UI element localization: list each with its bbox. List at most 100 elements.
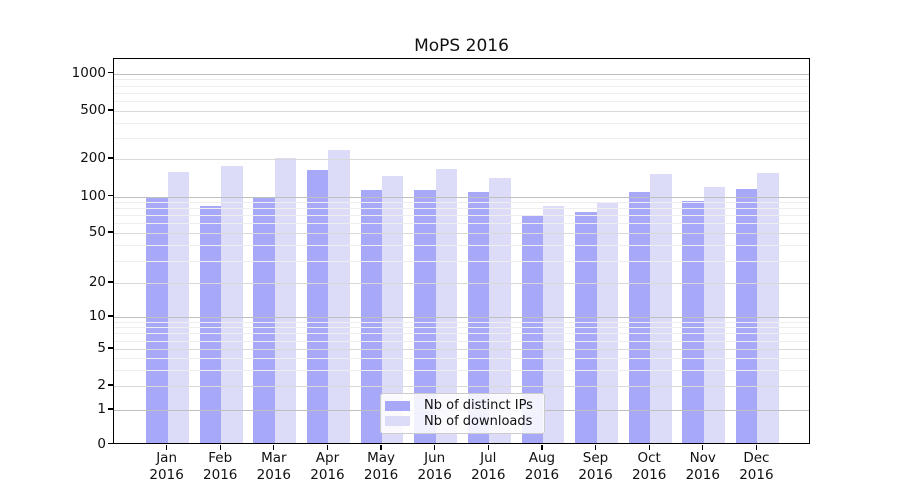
bar-distinct-ips-apr (307, 169, 329, 443)
x-tick-mark (326, 444, 329, 450)
y-tick-mark (108, 194, 113, 197)
minor-gridline (114, 208, 809, 210)
y-tick-mark (108, 231, 113, 233)
x-tick-mark (648, 444, 650, 450)
y-tick-mark (108, 384, 113, 386)
gridline-2 (114, 386, 809, 387)
y-tick-mark (108, 442, 113, 445)
x-tick-mark (434, 444, 436, 450)
x-axis-tick-label: Mar 2016 (256, 450, 292, 483)
minor-gridline (114, 101, 809, 103)
y-axis-tick-label: 100 (80, 187, 106, 204)
gridline-50 (114, 233, 809, 234)
minor-gridline (114, 223, 809, 225)
x-tick-mark (594, 444, 597, 450)
bar-downloads-aug (542, 206, 565, 443)
x-axis-tick-label: Nov 2016 (685, 450, 720, 483)
x-axis-tick-label: Apr 2016 (310, 450, 345, 483)
bar-downloads-jan (167, 172, 189, 443)
bar-downloads-feb (221, 166, 243, 443)
y-axis-tick-label: 1 (97, 401, 106, 417)
minor-gridline (114, 92, 809, 94)
x-axis-tick-label: Sep 2016 (578, 450, 613, 483)
bar-downloads-oct (650, 174, 672, 443)
x-axis-tick-label: Aug 2016 (524, 450, 560, 483)
minor-gridline (114, 321, 809, 323)
bar-distinct-ips-dec (735, 188, 758, 443)
legend-swatch-distinct-ips (385, 400, 410, 411)
bar-distinct-ips-jun (414, 189, 436, 443)
y-tick-mark (108, 109, 113, 111)
gridline-500 (114, 111, 809, 112)
x-tick-mark (166, 444, 168, 450)
bar-distinct-ips-may (360, 190, 383, 443)
x-tick-mark (380, 444, 382, 450)
y-axis-tick-label: 500 (80, 102, 106, 118)
legend-swatch-downloads (385, 416, 410, 427)
bar-distinct-ips-mar (253, 198, 275, 443)
legend-item-distinct-ips: Nb of distinct IPs (385, 398, 537, 413)
minor-gridline (114, 333, 809, 335)
x-axis-tick-label: May 2016 (363, 450, 399, 483)
bar-downloads-nov (703, 186, 726, 443)
bar-distinct-ips-feb (199, 206, 222, 443)
y-axis-tick-label: 5 (97, 340, 106, 356)
legend-label-distinct-ips: Nb of distinct IPs (424, 398, 533, 414)
gridline-5 (114, 349, 809, 350)
y-axis-tick-label: 2 (97, 377, 106, 393)
y-tick-mark (108, 315, 113, 317)
x-tick-mark (219, 444, 221, 450)
minor-gridline (114, 79, 809, 81)
gridline-10 (114, 317, 809, 318)
y-tick-mark (108, 157, 113, 159)
x-axis-tick-label: Jul 2016 (471, 450, 506, 483)
x-tick-mark (702, 444, 704, 450)
y-axis-tick-label: 0 (97, 435, 106, 452)
minor-gridline (114, 202, 809, 204)
bar-distinct-ips-aug (521, 214, 543, 443)
gridline-200 (114, 159, 809, 160)
y-tick-mark (108, 347, 113, 349)
minor-gridline (114, 215, 809, 217)
x-axis-tick-label: Jun 2016 (417, 450, 452, 483)
x-tick-mark (755, 444, 757, 450)
minor-gridline (114, 245, 809, 247)
y-tick-mark (108, 71, 113, 74)
minor-gridline (114, 358, 809, 359)
bar-distinct-ips-jan (146, 196, 168, 443)
bar-downloads-jul (489, 177, 511, 443)
bar-downloads-dec (757, 173, 779, 443)
bar-downloads-may (382, 176, 404, 443)
y-axis-tick-label: 200 (80, 150, 106, 166)
gridline-20 (114, 283, 809, 284)
y-axis-tick-label: 1000 (71, 64, 106, 81)
x-axis-tick-label: Feb 2016 (203, 450, 238, 483)
minor-gridline (114, 369, 809, 371)
x-axis-tick-label: Oct 2016 (631, 450, 667, 483)
minor-gridline (114, 340, 809, 342)
bar-downloads-jun (435, 169, 458, 443)
gridline-100 (114, 196, 809, 198)
minor-gridline (114, 327, 809, 329)
x-tick-mark (541, 444, 543, 450)
y-axis-tick-label: 20 (88, 274, 106, 290)
chart-title: MoPS 2016 (414, 36, 509, 56)
minor-gridline (114, 122, 809, 124)
grid-layer (114, 59, 809, 443)
minor-gridline (114, 137, 809, 139)
x-tick-mark (273, 444, 275, 450)
x-axis-tick-label: Jan 2016 (149, 450, 184, 483)
y-tick-mark (108, 281, 113, 283)
bar-downloads-sep (596, 202, 618, 443)
plot-area (113, 58, 810, 444)
minor-gridline (114, 85, 809, 87)
legend-label-downloads: Nb of downloads (424, 413, 533, 429)
minor-gridline (114, 260, 809, 262)
y-axis-tick-label: 10 (88, 308, 106, 324)
gridline-1000 (114, 73, 809, 75)
y-axis-tick-label: 50 (88, 224, 106, 240)
x-axis-tick-label: Dec 2016 (739, 450, 774, 483)
legend: Nb of distinct IPs Nb of downloads (380, 393, 545, 434)
y-tick-mark (108, 408, 113, 410)
